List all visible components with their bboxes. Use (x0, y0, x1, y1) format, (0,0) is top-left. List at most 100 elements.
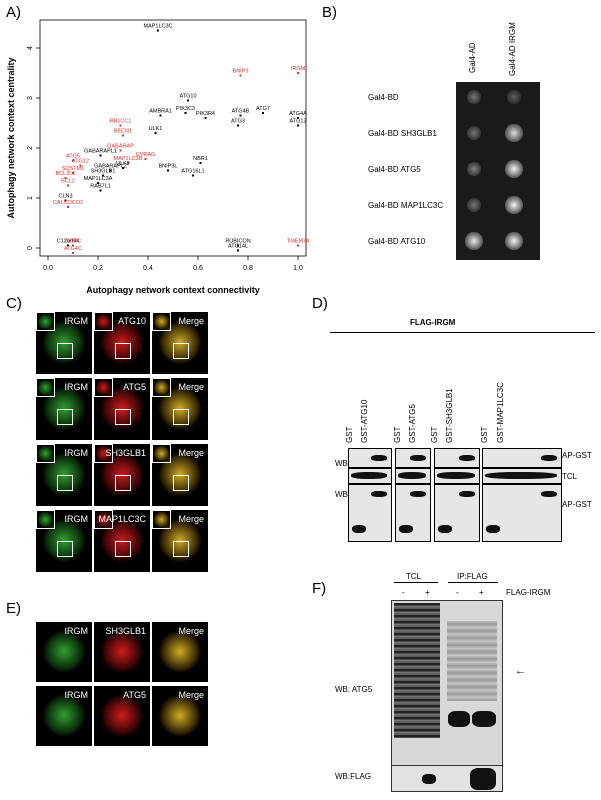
cell-signal (158, 693, 201, 739)
point-label-gabarapl1: GABARAPL1 (84, 149, 117, 155)
point-label-atg16l1: ATG16L1 (181, 169, 204, 175)
inset-zoom (36, 312, 55, 331)
channel-label: IRGM (64, 316, 89, 326)
point-label-rb1cc1: RB1CC1 (110, 119, 132, 125)
inset-zoom (152, 378, 171, 397)
x-tick-label: 0.6 (193, 265, 203, 272)
d-band-fusion (371, 491, 387, 497)
f-flag-band-1 (422, 774, 436, 784)
roi-box (115, 475, 132, 491)
channel-label: ATG10 (118, 316, 146, 326)
inset-zoom (94, 378, 113, 397)
f-wb-flag: WB:FLAG (335, 772, 372, 781)
d-blot-tcl (434, 468, 480, 484)
y-axis-label: Autophagy network context centrality (6, 57, 16, 218)
channel-label: Merge (178, 690, 204, 700)
inset-zoom (94, 312, 113, 331)
point-label-atg4c: ATG4C (64, 246, 82, 252)
panel-c-image: IRGM (36, 378, 92, 440)
d-band-fusion (410, 491, 426, 497)
channel-label: Merge (178, 448, 204, 458)
point-gabarap (119, 149, 122, 152)
channel-label: SH3GLB1 (105, 448, 146, 458)
f-arrow: ← (515, 665, 526, 677)
f-ip-band-1 (448, 711, 470, 727)
panel-c-image: IRGM (36, 444, 92, 506)
y2h-row-label: Gal4-BD MAP1LC3C (368, 201, 444, 210)
point-label-map1lc3a: MAP1LC3A (84, 176, 113, 182)
point-label-tmem74: TMEM74 (287, 239, 309, 245)
point-label-bcl2: BCL2 (61, 179, 75, 185)
point-irgm (297, 72, 299, 74)
point-map1lc3b (127, 162, 129, 164)
channel-label: Merge (178, 626, 204, 636)
d-lane-label: GST (430, 426, 439, 443)
roi-box (57, 475, 74, 491)
point-c12orf44 (67, 244, 69, 247)
d-blot-flag (482, 448, 562, 468)
point-label-pik3c3: PIK3C3 (176, 106, 195, 112)
point-bnip3l (167, 169, 169, 172)
panel-e-image: SH3GLB1 (94, 622, 150, 682)
plot-frame (39, 19, 307, 257)
panel-label-f: F) (312, 580, 327, 597)
y2h-col-header-1: Gal4-AD (468, 42, 477, 73)
point-rab7l1 (99, 189, 102, 192)
d-lane-label: GST-MAP1LC3C (496, 382, 505, 443)
panel-label-a: A) (6, 4, 21, 21)
point-label-ulk2: ULK2 (116, 161, 130, 167)
x-tick-label: 0.0 (43, 265, 53, 272)
y2h-colony (505, 160, 523, 178)
d-band-tcl (485, 472, 557, 479)
panel-c-image: Merge (152, 444, 208, 506)
d-header-line (330, 332, 595, 333)
point-gabarapl2 (109, 169, 112, 172)
roi-box (57, 541, 74, 557)
d-header: FLAG-IRGM (410, 318, 456, 327)
roi-box (173, 343, 190, 359)
channel-label: SH3GLB1 (105, 626, 146, 636)
d-blot-tcl (348, 468, 392, 484)
panel-c-image: IRGM (36, 312, 92, 374)
point-label-atg4a: ATG4A (289, 111, 307, 117)
panel-c-image: Merge (152, 378, 208, 440)
point-map1lc3c (157, 29, 159, 32)
point-label-sh3glb1: SH3GLB1 (91, 169, 116, 175)
panel-c-image: Merge (152, 312, 208, 374)
panel-c-image: Merge (152, 510, 208, 572)
point-sqstm1 (72, 172, 74, 174)
y2h-colony (466, 161, 482, 177)
d-band-tcl (351, 472, 387, 479)
y2h-col-header-2: Gal4-AD IRGM (508, 22, 517, 76)
d-blot-tcl (482, 468, 562, 484)
point-label-c12orf44: C12orf44 (57, 239, 80, 245)
d-blot-gst (434, 484, 480, 542)
d-lane-label: GST (345, 426, 354, 443)
f-ip-smear (447, 621, 497, 701)
point-bcl2l1 (64, 177, 67, 179)
point-label-map1lc3b: MAP1LC3B (114, 156, 143, 162)
x-tick-label: 0.4 (143, 265, 153, 272)
channel-label: MAP1LC3C (98, 514, 146, 524)
d-band-flag (371, 455, 387, 461)
d-band-fusion (459, 491, 475, 497)
y-tick-label: 0 (27, 246, 34, 250)
point-atg16l1 (192, 174, 194, 177)
point-label-atg3: ATG3 (231, 119, 245, 125)
d-blot-gst (348, 484, 392, 542)
d-lane-label: GST-ATG10 (360, 399, 369, 443)
panel-c-image: IRGM (36, 510, 92, 572)
point-label-rab7l1: RAB7L1 (90, 184, 111, 190)
d-lane-label: GST (393, 426, 402, 443)
x-tick-label: 0.8 (243, 265, 253, 272)
point-tmem74 (297, 244, 299, 247)
y2h-colony (466, 197, 482, 213)
panel-e-image: Merge (152, 686, 208, 746)
d-lane-label: GST-SH3GLB1 (445, 388, 454, 443)
roi-box (57, 409, 74, 425)
point-gabarapl1 (99, 154, 102, 157)
f-group-tcl: TCL (406, 572, 422, 581)
point-label-atg10: ATG10 (179, 94, 196, 100)
d-band-gst (399, 525, 413, 533)
